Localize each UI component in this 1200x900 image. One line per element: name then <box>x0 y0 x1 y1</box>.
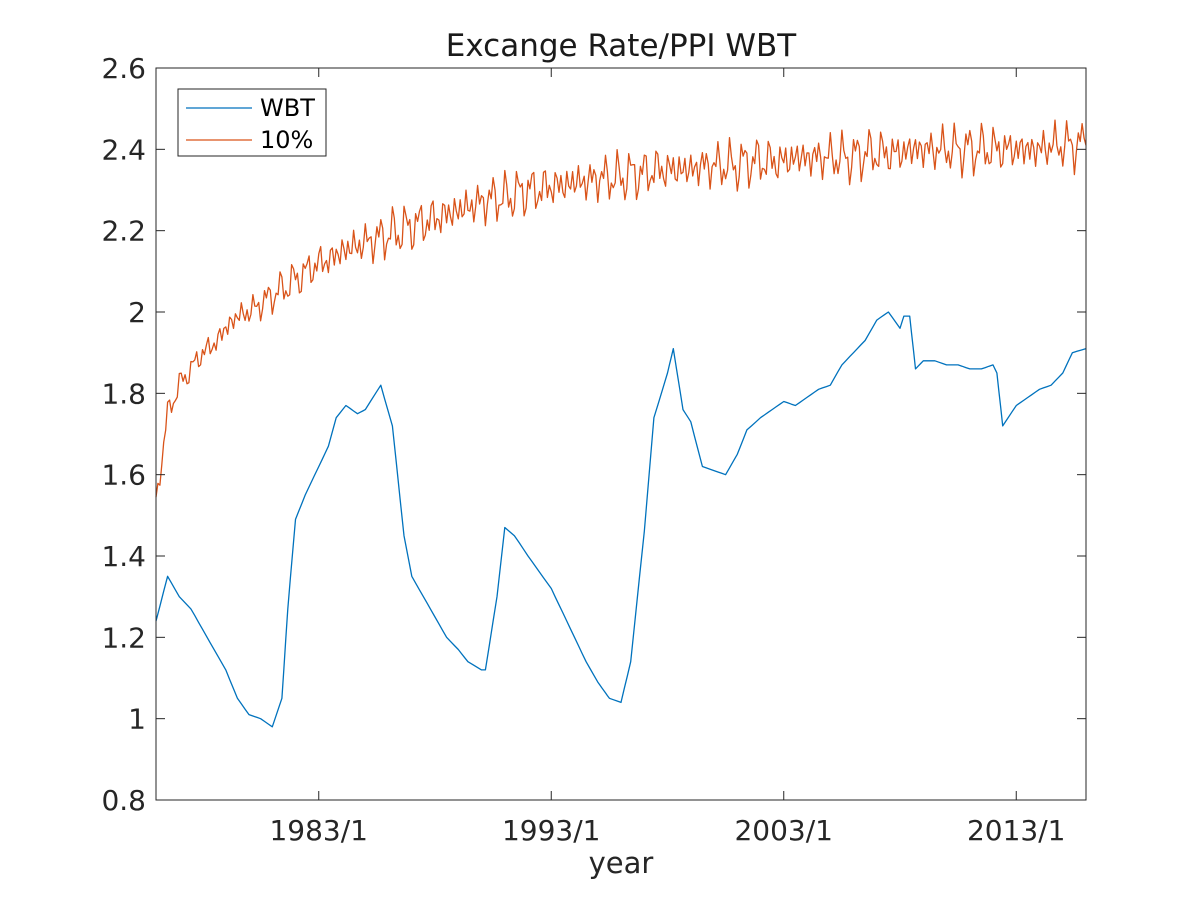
y-tick-label: 2.6 <box>101 52 146 85</box>
legend-box <box>177 88 327 157</box>
y-tick-label: 1 <box>128 703 146 736</box>
y-tick-label: 1.2 <box>101 621 146 654</box>
x-tick-label: 2003/1 <box>734 814 833 847</box>
x-tick-label: 1993/1 <box>502 814 601 847</box>
y-tick-label: 2.2 <box>101 215 146 248</box>
y-tick-label: 1.8 <box>101 377 146 410</box>
x-tick-label: 1983/1 <box>269 814 368 847</box>
series-layer <box>155 119 1087 728</box>
x-tick-label: 2013/1 <box>967 814 1066 847</box>
plot-area-box <box>155 67 1087 801</box>
y-tick-label: 0.8 <box>101 784 146 817</box>
series-line-wbt <box>155 311 1087 728</box>
legend-label-wbt: WBT <box>260 94 315 122</box>
y-tick-label: 1.6 <box>101 459 146 492</box>
y-tick-label: 2.4 <box>101 133 146 166</box>
y-tick-label: 2 <box>128 296 146 329</box>
axes-layer: 0.8 1 1.2 1.4 1.6 1.8 2 2.2 2.4 2.6 1983/1 1993/1 20… <box>101 52 1086 847</box>
chart-title: Excange Rate/PPI WBT <box>446 28 798 64</box>
legend: WBT 10% <box>177 88 327 157</box>
legend-label-10pct: 10% <box>260 126 313 154</box>
y-tick-label: 1.4 <box>101 540 146 573</box>
x-axis-label: year <box>589 846 654 880</box>
series-line-10pct <box>155 119 1087 498</box>
